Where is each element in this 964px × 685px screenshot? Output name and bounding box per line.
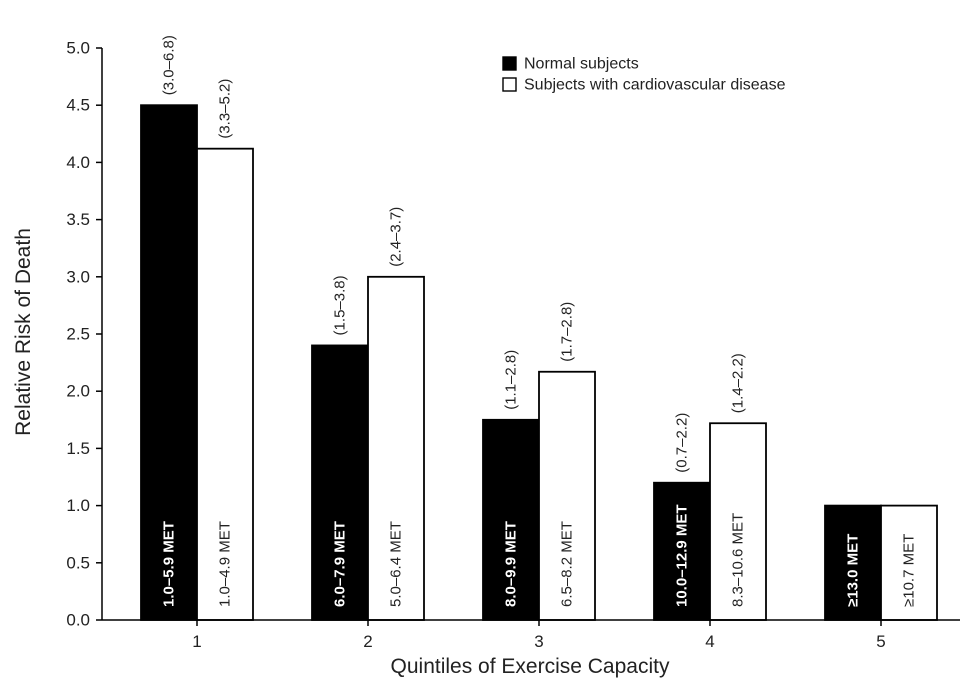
y-tick-label: 0.5	[66, 553, 90, 572]
met-label-normal-q5: ≥13.0 MET	[845, 534, 862, 607]
y-tick-label: 3.0	[66, 267, 90, 286]
x-axis-title: Quintiles of Exercise Capacity	[391, 655, 670, 678]
legend-label-cvd: Subjects with cardiovascular disease	[524, 77, 786, 94]
y-tick-label: 0.0	[66, 611, 90, 630]
met-label-cvd-q2: 5.0–6.4 MET	[388, 521, 405, 607]
legend: Normal subjects Subjects with cardiovascu…	[502, 56, 786, 94]
x-tick-label-q1: 1	[192, 632, 201, 651]
bar-cvd-q4	[709, 422, 767, 621]
bar-cvd-q5	[880, 504, 938, 621]
y-tick-label: 4.0	[66, 153, 90, 172]
met-label-cvd-q1: 1.0–4.9 MET	[217, 521, 234, 607]
legend-label-normal: Normal subjects	[524, 56, 639, 73]
y-tick-label: 4.5	[66, 96, 90, 115]
x-tick-label-q3: 3	[534, 632, 543, 651]
ci-label-cvd-q1: (3.3–5.2)	[217, 79, 234, 139]
x-tick-label-q2: 2	[363, 632, 372, 651]
y-tick-label: 5.0	[66, 39, 90, 58]
y-tick-label: 3.5	[66, 210, 90, 229]
ci-label-normal-q3: (1.1–2.8)	[503, 350, 520, 410]
bar-cvd-q3	[538, 370, 596, 621]
bar-cvd-q1	[196, 147, 254, 621]
met-label-normal-q3: 8.0–9.9 MET	[503, 521, 520, 607]
met-label-normal-q1: 1.0–5.9 MET	[161, 521, 178, 607]
ci-label-normal-q4: (0.7–2.2)	[674, 413, 691, 473]
legend-swatch-cvd	[502, 77, 517, 92]
bar-cvd-q2	[367, 275, 425, 621]
y-tick-label: 2.0	[66, 382, 90, 401]
ci-label-normal-q2: (1.5–3.8)	[332, 275, 349, 335]
y-tick-label: 2.5	[66, 325, 90, 344]
bars-layer	[140, 104, 938, 621]
bar-normal-q1	[140, 104, 198, 621]
x-tick-label-q4: 4	[705, 632, 714, 651]
met-label-normal-q4: 10.0–12.9 MET	[674, 504, 691, 607]
met-label-normal-q2: 6.0–7.9 MET	[332, 521, 349, 607]
y-tick-label: 1.5	[66, 439, 90, 458]
x-tick-label-q5: 5	[876, 632, 885, 651]
y-tick-label: 1.0	[66, 496, 90, 515]
y-axis-title: Relative Risk of Death	[12, 228, 35, 436]
ci-label-cvd-q4: (1.4–2.2)	[730, 353, 747, 413]
bar-normal-q2	[311, 344, 369, 621]
ci-label-cvd-q3: (1.7–2.8)	[559, 302, 576, 362]
axes-layer: 1 2 3 4 5 0.0 0.5 1.0 1.5 2.0 2.5 3.0 3.5 4.0 4.5 5.0	[66, 39, 960, 651]
ci-label-cvd-q2: (2.4–3.7)	[388, 207, 405, 267]
met-label-cvd-q3: 6.5–8.2 MET	[559, 521, 576, 607]
met-label-cvd-q5: ≥10.7 MET	[901, 534, 918, 607]
legend-swatch-normal	[502, 56, 517, 71]
met-label-cvd-q4: 8.3–10.6 MET	[730, 513, 747, 607]
labels-layer: (3.0–6.8) 1.0–5.9 MET (3.3–5.2) 1.0–4.9 MET…	[161, 35, 918, 607]
ci-label-normal-q1: (3.0–6.8)	[161, 35, 178, 95]
